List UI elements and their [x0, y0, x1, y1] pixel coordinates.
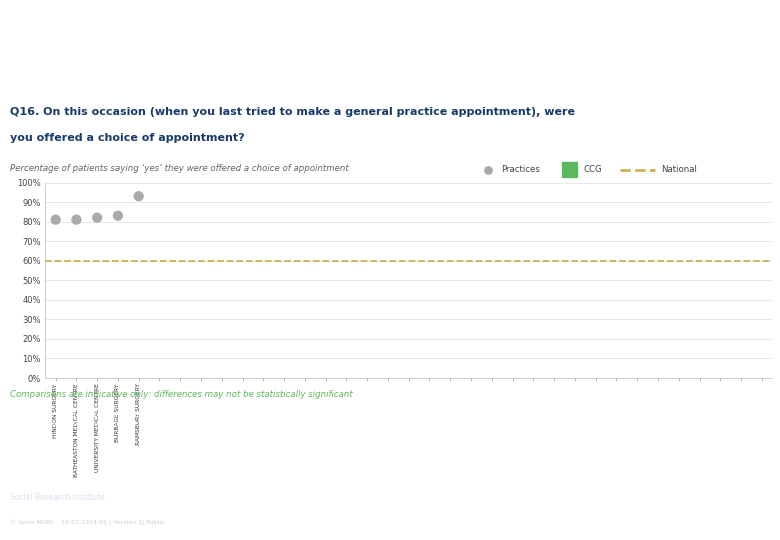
FancyBboxPatch shape: [562, 163, 577, 177]
Text: Practices: Practices: [502, 165, 541, 174]
Text: %Yes = ‘a choice of place’ and/or ‘a choice of time or
day’ and/or ‘a choice of : %Yes = ‘a choice of place’ and/or ‘a cho…: [480, 412, 658, 426]
Point: [49, 215, 62, 224]
Text: Choice of appointment:: Choice of appointment:: [10, 21, 247, 39]
Text: © Ipsos MORI    19-07-1304-01 | Version 1| Public: © Ipsos MORI 19-07-1304-01 | Version 1| …: [10, 520, 165, 526]
Point: [70, 215, 83, 224]
Point: [133, 192, 145, 200]
Text: Q16. On this occasion (when you last tried to make a general practice appointmen: Q16. On this occasion (when you last tri…: [10, 107, 575, 117]
Text: National: National: [661, 165, 697, 174]
Text: how the CCG’s practices compare: how the CCG’s practices compare: [10, 55, 349, 73]
Text: i: i: [724, 481, 731, 501]
Text: you offered a choice of appointment?: you offered a choice of appointment?: [10, 133, 245, 143]
Text: CCG: CCG: [583, 165, 602, 174]
Text: Ipsos MORI: Ipsos MORI: [10, 466, 71, 476]
Text: Percentage of patients saying ‘yes’ they were offered a choice of appointment: Percentage of patients saying ‘yes’ they…: [10, 164, 349, 173]
Point: [112, 212, 124, 220]
Point: [91, 213, 104, 222]
Text: Comparisons are indicative only: differences may not be statistically significan: Comparisons are indicative only: differe…: [10, 390, 353, 399]
Text: Base: All who tried to make an appointment since being registered excluding ‘Can: Base: All who tried to make an appointme…: [9, 412, 498, 427]
Text: Social Research Institute: Social Research Institute: [10, 493, 105, 502]
Text: 35: 35: [382, 488, 398, 502]
